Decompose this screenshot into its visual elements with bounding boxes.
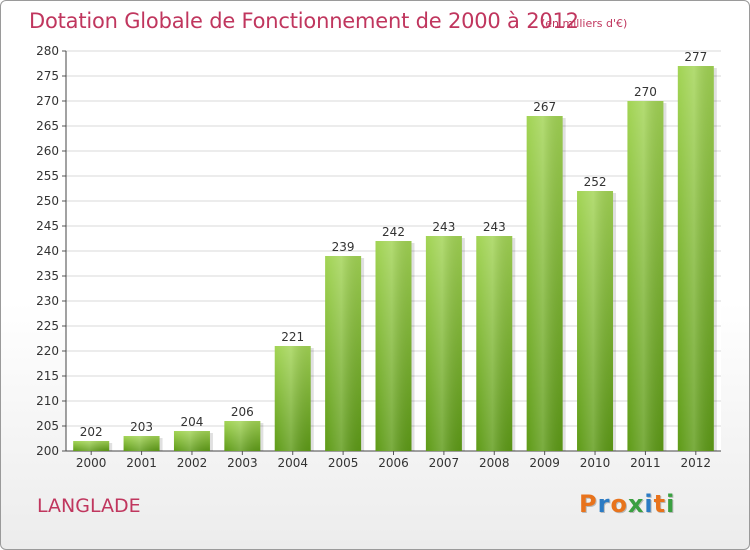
chart-title: Dotation Globale de Fonctionnement de 20…	[29, 9, 579, 33]
bar-highlight	[526, 116, 563, 451]
y-tick-label: 215	[36, 369, 59, 383]
x-tick-label: 2012	[681, 456, 712, 470]
bar-highlight	[627, 101, 664, 451]
y-tick-label: 265	[36, 119, 59, 133]
y-tick-label: 280	[36, 44, 59, 58]
logo-letter: x	[627, 490, 645, 518]
logo-letter: i	[644, 490, 654, 518]
bar-value-label: 206	[231, 405, 254, 419]
x-tick-label: 2002	[177, 456, 208, 470]
bar-highlight	[577, 191, 614, 451]
bar-value-label: 277	[684, 50, 707, 64]
bar-highlight	[677, 66, 714, 451]
bar-value-label: 239	[332, 240, 355, 254]
bar-value-label: 243	[483, 220, 506, 234]
x-tick-label: 2000	[76, 456, 107, 470]
bar-highlight	[325, 256, 362, 451]
y-tick-label: 200	[36, 444, 59, 458]
y-tick-label: 235	[36, 269, 59, 283]
logo-letter: i	[666, 490, 676, 518]
y-tick-label: 230	[36, 294, 59, 308]
bar-value-label: 252	[584, 175, 607, 189]
y-tick-label: 250	[36, 194, 59, 208]
bar-value-label: 270	[634, 85, 657, 99]
y-tick-label: 240	[36, 244, 59, 258]
y-tick-label: 205	[36, 419, 59, 433]
y-tick-label: 270	[36, 94, 59, 108]
logo-letter: t	[653, 490, 667, 518]
x-tick-label: 2009	[529, 456, 560, 470]
y-tick-label: 260	[36, 144, 59, 158]
bar-highlight	[73, 441, 110, 451]
bar-value-label: 203	[130, 420, 153, 434]
bar-highlight	[476, 236, 513, 451]
x-tick-label: 2007	[429, 456, 460, 470]
y-tick-label: 275	[36, 69, 59, 83]
bar-value-label: 202	[80, 425, 103, 439]
chart-unit-label: (en milliers d'€)	[541, 17, 628, 30]
bar-value-label: 243	[432, 220, 455, 234]
bar-value-label: 267	[533, 100, 556, 114]
logo-letter: o	[610, 490, 628, 518]
bar-value-label: 204	[181, 415, 204, 429]
x-tick-label: 2008	[479, 456, 510, 470]
bar-highlight	[173, 431, 210, 451]
y-tick-label: 220	[36, 344, 59, 358]
x-tick-label: 2005	[328, 456, 359, 470]
bar-highlight	[224, 421, 261, 451]
proxiti-logo: Proxiti	[579, 490, 675, 518]
logo-letter: P	[579, 490, 598, 518]
x-tick-label: 2004	[277, 456, 308, 470]
x-tick-label: 2003	[227, 456, 258, 470]
y-tick-label: 210	[36, 394, 59, 408]
x-tick-label: 2010	[580, 456, 611, 470]
bar-highlight	[375, 241, 412, 451]
place-name: LANGLADE	[37, 495, 141, 517]
x-tick-label: 2001	[126, 456, 157, 470]
bar-highlight	[274, 346, 311, 451]
y-tick-label: 255	[36, 169, 59, 183]
bar-highlight	[425, 236, 462, 451]
bar-value-label: 242	[382, 225, 405, 239]
y-tick-label: 245	[36, 219, 59, 233]
logo-letter: r	[597, 490, 611, 518]
bar-highlight	[123, 436, 160, 451]
x-tick-label: 2011	[630, 456, 661, 470]
y-tick-label: 225	[36, 319, 59, 333]
x-tick-label: 2006	[378, 456, 409, 470]
bar-value-label: 221	[281, 330, 304, 344]
